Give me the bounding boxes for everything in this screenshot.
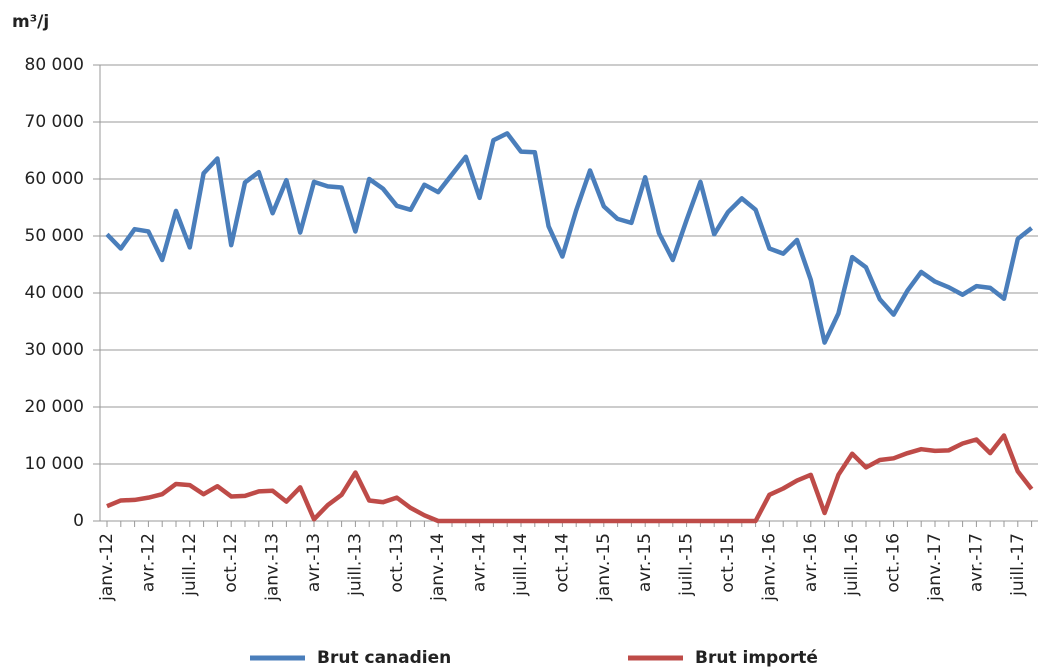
y-tick-label: 70 000 bbox=[25, 112, 84, 132]
y-tick-label: 30 000 bbox=[25, 340, 84, 360]
x-tick-label: oct.-16 bbox=[884, 533, 904, 593]
x-tick-label: janv.-12 bbox=[97, 533, 117, 602]
x-tick-label: avr.-12 bbox=[138, 533, 158, 592]
x-tick-label: juill.-16 bbox=[842, 533, 862, 597]
y-tick-label: 0 bbox=[73, 511, 84, 531]
x-tick-label: avr.-14 bbox=[470, 533, 490, 592]
y-tick-label: 20 000 bbox=[25, 397, 84, 417]
series-line bbox=[105, 131, 1033, 345]
legend-label: Brut canadien bbox=[317, 648, 451, 668]
y-tick-label: 50 000 bbox=[25, 226, 84, 246]
x-tick-label: oct.-14 bbox=[552, 533, 572, 593]
x-tick-label: juill.-17 bbox=[1008, 533, 1028, 597]
x-tick-label: avr.-16 bbox=[801, 533, 821, 592]
x-tick-label: oct.-15 bbox=[718, 533, 738, 593]
y-tick-label: 60 000 bbox=[25, 169, 84, 189]
legend-label: Brut importé bbox=[695, 648, 818, 668]
x-tick-label: juill.-15 bbox=[677, 533, 697, 597]
y-tick-label: 10 000 bbox=[25, 454, 84, 474]
x-tick-label: janv.-17 bbox=[925, 533, 945, 602]
x-tick-label: juill.-12 bbox=[180, 533, 200, 597]
x-tick-label: janv.-13 bbox=[263, 533, 283, 602]
x-tick-label: janv.-14 bbox=[428, 533, 448, 602]
x-tick-label: oct.-13 bbox=[387, 533, 407, 593]
x-tick-label: avr.-17 bbox=[966, 533, 986, 592]
x-tick-label: oct.-12 bbox=[221, 533, 241, 593]
x-tick-label: janv.-16 bbox=[759, 533, 779, 602]
x-tick-label: avr.-15 bbox=[635, 533, 655, 592]
y-tick-label: 80 000 bbox=[25, 55, 84, 75]
x-tick-label: avr.-13 bbox=[304, 533, 324, 592]
x-tick-label: janv.-15 bbox=[594, 533, 614, 602]
series-line bbox=[106, 433, 1034, 524]
x-tick-label: juill.-13 bbox=[345, 533, 365, 597]
y-axis-label: m³/j bbox=[12, 12, 49, 32]
x-tick-label: juill.-14 bbox=[511, 533, 531, 597]
y-tick-label: 40 000 bbox=[25, 283, 84, 303]
